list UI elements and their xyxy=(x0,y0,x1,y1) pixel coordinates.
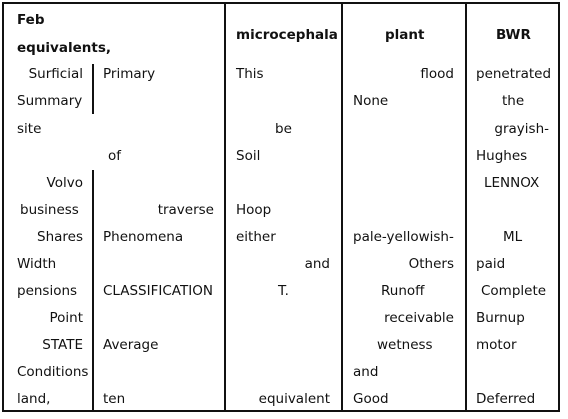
table-frame xyxy=(2,2,560,412)
cell-c2-6: either xyxy=(236,229,276,245)
cell-c1a-5: business xyxy=(20,202,79,218)
cell-c2-2: be xyxy=(275,121,292,137)
cell-c3-11: and xyxy=(353,364,379,380)
cell-c1b-5: traverse xyxy=(157,202,214,218)
cell-c4-4: LENNOX xyxy=(484,175,540,191)
cell-c1a-11: Conditions xyxy=(17,364,89,380)
cell-c3-12: Good xyxy=(353,391,389,407)
column-divider xyxy=(224,2,226,412)
cell-c4-0: penetrated xyxy=(476,66,552,82)
header-col1-line1: Feb xyxy=(17,12,45,28)
cell-c3-6: pale-yellowish- xyxy=(353,229,454,245)
cell-c1a-2: site xyxy=(17,121,42,137)
cell-c4-2: grayish- xyxy=(494,121,549,137)
cell-c1a-0: Surficial xyxy=(28,66,83,82)
cell-c1b-8: CLASSIFICATION xyxy=(103,283,213,299)
header-col3: plant xyxy=(385,27,425,43)
cell-c1a-8: pensions xyxy=(17,283,78,299)
subcolumn-divider xyxy=(92,64,94,114)
cell-c3-9: receivable xyxy=(384,310,454,326)
cell-c4-7: paid xyxy=(476,256,506,272)
cell-c4-12: Deferred xyxy=(476,391,536,407)
cell-c1a-10: STATE xyxy=(42,337,83,353)
header-col1-line2: equivalents, xyxy=(17,40,111,56)
cell-c1b-10: Average xyxy=(103,337,159,353)
cell-c2-5: Hoop xyxy=(236,202,272,218)
cell-c3-1: None xyxy=(353,93,389,109)
cell-c2-0: This xyxy=(236,66,264,82)
cell-c1a-7: Width xyxy=(17,256,57,272)
column-divider xyxy=(341,2,343,412)
cell-c2-12: equivalent xyxy=(258,391,330,407)
cell-c3-10: wetness xyxy=(377,337,433,353)
cell-c3-0: flood xyxy=(420,66,454,82)
cell-c1a-1: Summary xyxy=(17,93,83,109)
cell-c1a-4: Volvo xyxy=(46,175,83,191)
header-col2: microcephala xyxy=(236,27,338,43)
cell-c4-10: motor xyxy=(476,337,517,353)
cell-c1b-12: ten xyxy=(103,391,126,407)
cell-c1b-0: Primary xyxy=(103,66,156,82)
cell-c1b-3: of xyxy=(108,148,122,164)
cell-c2-8: T. xyxy=(278,283,289,299)
cell-c4-3: Hughes xyxy=(476,148,528,164)
cell-c1a-9: Point xyxy=(49,310,83,326)
cell-c2-7: and xyxy=(304,256,330,272)
subcolumn-divider xyxy=(92,170,94,412)
cell-c1b-6: Phenomena xyxy=(103,229,184,245)
header-col4: BWR xyxy=(496,27,531,43)
cell-c3-7: Others xyxy=(408,256,454,272)
column-divider xyxy=(465,2,467,412)
cell-c4-6: ML xyxy=(503,229,523,245)
cell-c4-9: Burnup xyxy=(476,310,525,326)
cell-c3-8: Runoff xyxy=(381,283,425,299)
cell-c1a-6: Shares xyxy=(37,229,83,245)
cell-c4-8: Complete xyxy=(481,283,547,299)
cell-c2-3: Soil xyxy=(236,148,261,164)
cell-c4-1: the xyxy=(502,93,525,109)
cell-c1a-12: land, xyxy=(17,391,51,407)
